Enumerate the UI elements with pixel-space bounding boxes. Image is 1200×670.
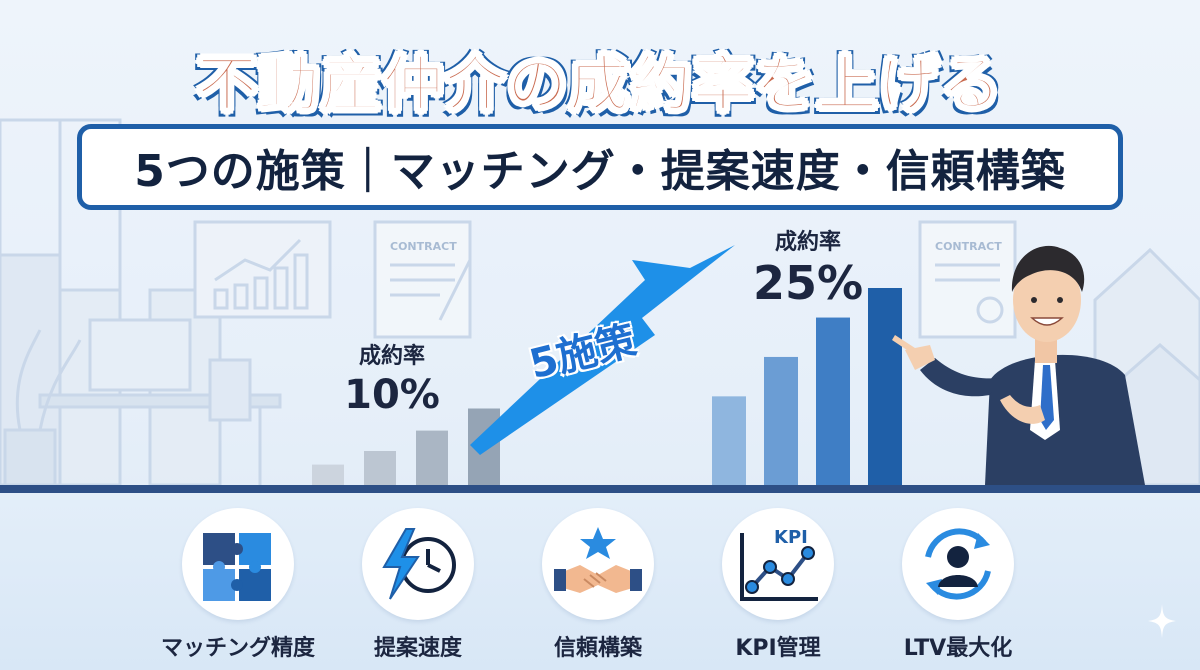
icon-circle bbox=[902, 508, 1014, 620]
bar-before-3 bbox=[416, 430, 448, 485]
after-rate-caption: 成約率 bbox=[774, 230, 841, 255]
bars-after bbox=[712, 288, 902, 485]
lightning-clock-icon bbox=[382, 528, 456, 600]
bar-after-3 bbox=[816, 317, 850, 485]
bar-before-1 bbox=[312, 464, 344, 485]
handshake-star-icon bbox=[554, 527, 642, 593]
icon-circle bbox=[362, 508, 474, 620]
kpi-badge-text: KPI bbox=[774, 527, 808, 548]
icon-label: KPI管理 bbox=[735, 636, 821, 661]
after-rate-value: 25% bbox=[752, 256, 864, 310]
growth-arrow-icon bbox=[470, 245, 735, 455]
icon-item-speed: 提案速度 bbox=[328, 508, 508, 662]
puzzle-icon bbox=[203, 533, 271, 601]
before-rate-value: 10% bbox=[344, 372, 440, 418]
icon-label: 信頼構築 bbox=[553, 636, 642, 661]
contract-label-left: CONTRACT bbox=[390, 240, 457, 253]
icon-item-kpi: KPI KPI管理 bbox=[688, 508, 868, 662]
bar-before-2 bbox=[364, 451, 396, 485]
businessman-illustration bbox=[892, 245, 1145, 485]
subtitle-text: 5つの施策｜マッチング・提案速度・信頼構築 bbox=[134, 146, 1066, 197]
sparkle-icon bbox=[1148, 604, 1176, 638]
icon-label: 提案速度 bbox=[373, 636, 462, 661]
divider bbox=[0, 485, 1200, 493]
icon-label: マッチング精度 bbox=[160, 636, 315, 661]
main-title: 不動産仲介の成約率を上げる bbox=[196, 49, 1003, 121]
bar-after-2 bbox=[764, 356, 798, 485]
icon-circle: KPI bbox=[722, 508, 834, 620]
person-cycle-icon bbox=[925, 528, 991, 600]
icon-item-ltv: LTV最大化 bbox=[868, 508, 1048, 662]
before-rate-label: 成約率 10% bbox=[332, 338, 452, 418]
icon-circle bbox=[542, 508, 654, 620]
icon-item-matching: マッチング精度 bbox=[148, 508, 328, 662]
kpi-chart-icon: KPI bbox=[740, 527, 818, 601]
contract-label-right: CONTRACT bbox=[935, 240, 1002, 253]
bar-after-4 bbox=[868, 288, 902, 485]
icon-item-trust: 信頼構築 bbox=[508, 508, 688, 662]
after-rate-label: 成約率 25% bbox=[748, 224, 868, 310]
subtitle-box: 5つの施策｜マッチング・提案速度・信頼構築 bbox=[77, 124, 1123, 210]
bar-after-1 bbox=[712, 396, 746, 485]
before-rate-caption: 成約率 bbox=[358, 344, 425, 369]
icon-circle bbox=[182, 508, 294, 620]
icon-label: LTV最大化 bbox=[903, 636, 1013, 661]
